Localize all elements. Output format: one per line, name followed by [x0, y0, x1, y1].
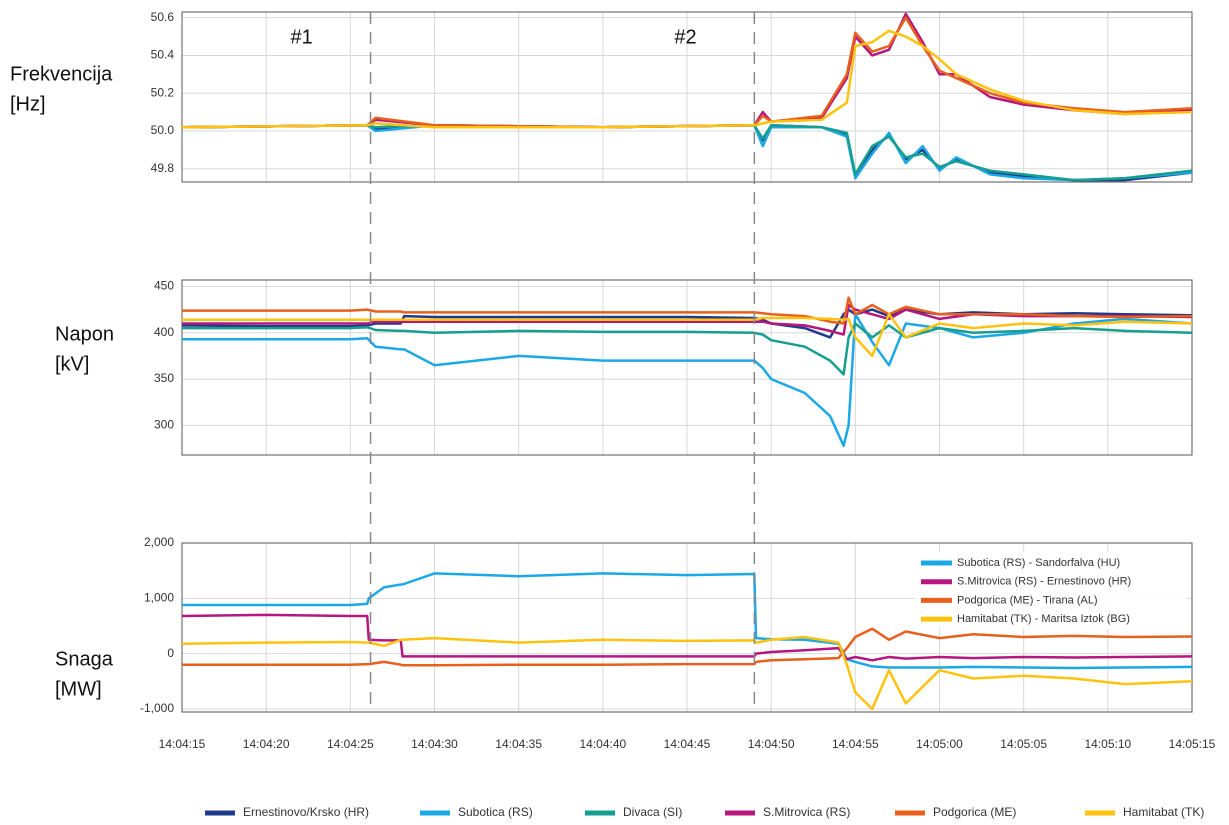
legend-label: Podgorica (ME) - Tirana (AL) — [957, 594, 1098, 606]
x-tick-label: 14:04:35 — [495, 737, 542, 751]
series-line — [181, 613, 1193, 662]
y-axis-label: [kV] — [55, 353, 89, 375]
series-line — [182, 572, 1193, 670]
legend-box — [915, 551, 1187, 629]
y-tick-label: -1,000 — [140, 701, 174, 715]
y-axis-label: Frekvencija — [10, 63, 113, 85]
y-tick-label: 450 — [154, 279, 174, 293]
series-line — [182, 296, 1193, 325]
series-line — [182, 313, 1193, 358]
y-axis-label: Snaga — [55, 648, 114, 670]
plot-frame — [181, 11, 1193, 183]
legend-label: Hamitabat (TK) — [1123, 805, 1204, 819]
y-tick-label: 50.6 — [151, 10, 175, 24]
series-line — [182, 303, 1193, 336]
y-tick-label: 300 — [154, 418, 174, 432]
x-tick-label: 14:04:55 — [832, 737, 879, 751]
y-axis-label: Napon — [55, 323, 114, 345]
x-tick-label: 14:04:20 — [243, 737, 290, 751]
legend-label: Ernestinovo/Krsko (HR) — [243, 805, 369, 819]
legend-label: Podgorica (ME) — [933, 805, 1016, 819]
plot-frame — [181, 542, 1193, 713]
legend-label: Divaca (SI) — [623, 805, 682, 819]
event-label: #2 — [674, 26, 696, 48]
legend-label: Subotica (RS) — [458, 805, 533, 819]
y-tick-label: 1,000 — [144, 590, 174, 604]
series-line — [182, 322, 1193, 376]
y-tick-label: 50.4 — [151, 48, 175, 62]
x-tick-label: 14:05:05 — [1000, 737, 1047, 751]
event-label: #1 — [291, 26, 313, 48]
x-tick-label: 14:05:10 — [1084, 737, 1131, 751]
y-axis-label: [MW] — [55, 678, 102, 700]
series-line — [182, 627, 1193, 667]
y-tick-label: 400 — [154, 325, 174, 339]
x-tick-label: 14:04:50 — [748, 737, 795, 751]
x-tick-label: 14:04:25 — [327, 737, 374, 751]
x-tick-label: 14:04:30 — [411, 737, 458, 751]
legend-label: Hamitabat (TK) - Maritsa Iztok (BG) — [957, 613, 1130, 625]
legend-label: Subotica (RS) - Sandorfalva (HU) — [957, 557, 1120, 569]
plot-frame — [181, 279, 1193, 456]
x-tick-label: 14:05:15 — [1169, 737, 1216, 751]
legend-label: S.Mitrovica (RS) - Ernestinovo (HR) — [957, 576, 1131, 588]
x-tick-label: 14:05:00 — [916, 737, 963, 751]
legend-label: S.Mitrovica (RS) — [763, 805, 850, 819]
y-tick-label: 2,000 — [144, 535, 174, 549]
series-line — [181, 29, 1193, 129]
series-line — [181, 635, 1193, 711]
series-line — [182, 313, 1193, 447]
y-tick-label: 0 — [167, 646, 174, 660]
y-axis-label: [Hz] — [10, 93, 46, 115]
x-tick-label: 14:04:15 — [159, 737, 206, 751]
y-tick-label: 350 — [154, 371, 174, 385]
y-tick-label: 49.8 — [151, 161, 175, 175]
x-tick-label: 14:04:45 — [664, 737, 711, 751]
x-tick-label: 14:04:40 — [579, 737, 626, 751]
y-tick-label: 50.0 — [151, 123, 175, 137]
y-tick-label: 50.2 — [151, 85, 175, 99]
